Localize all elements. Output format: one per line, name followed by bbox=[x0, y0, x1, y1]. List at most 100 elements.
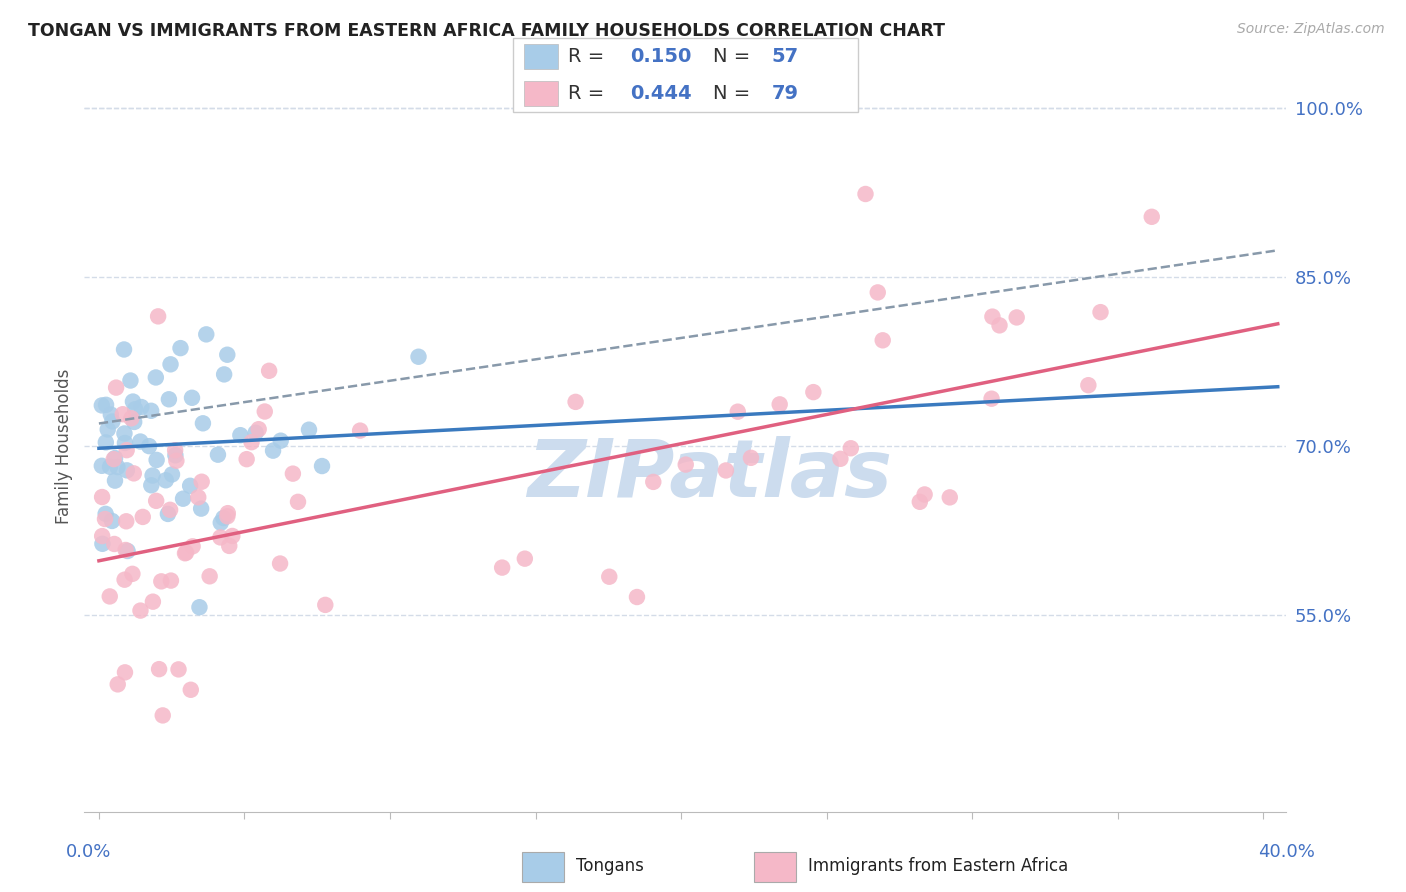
Point bbox=[1140, 210, 1163, 224]
Point bbox=[155, 473, 177, 487]
Point bbox=[980, 392, 1002, 406]
Point bbox=[145, 370, 167, 384]
Point bbox=[830, 451, 852, 466]
Point bbox=[107, 460, 129, 475]
Point bbox=[146, 310, 169, 324]
Text: R =: R = bbox=[568, 84, 610, 103]
Point bbox=[727, 405, 749, 419]
Point bbox=[105, 381, 128, 395]
Point bbox=[218, 539, 240, 553]
Point bbox=[872, 334, 894, 348]
Point bbox=[209, 516, 232, 530]
Point bbox=[98, 590, 121, 604]
Point bbox=[129, 604, 152, 618]
Point bbox=[866, 285, 889, 300]
Point bbox=[165, 443, 187, 458]
Point bbox=[91, 529, 114, 543]
Point bbox=[114, 573, 136, 587]
Point bbox=[209, 530, 232, 544]
FancyBboxPatch shape bbox=[523, 45, 558, 69]
Point bbox=[939, 491, 962, 505]
Point bbox=[349, 424, 371, 438]
Point bbox=[122, 467, 145, 481]
Text: 79: 79 bbox=[772, 84, 799, 103]
Point bbox=[181, 539, 204, 553]
Point bbox=[129, 434, 152, 449]
Point bbox=[142, 595, 165, 609]
Point bbox=[217, 506, 239, 520]
Point bbox=[217, 509, 239, 524]
Point bbox=[801, 385, 824, 400]
Point bbox=[270, 434, 292, 448]
FancyBboxPatch shape bbox=[754, 852, 796, 882]
Point bbox=[152, 708, 174, 723]
Point bbox=[165, 454, 187, 468]
Point bbox=[148, 662, 170, 676]
Point bbox=[112, 343, 135, 357]
Point bbox=[198, 569, 221, 583]
Point bbox=[101, 415, 124, 429]
Point bbox=[675, 458, 697, 472]
Point bbox=[221, 529, 243, 543]
Point bbox=[141, 404, 163, 418]
Point bbox=[314, 598, 336, 612]
Text: 0.0%: 0.0% bbox=[66, 843, 111, 861]
Point bbox=[281, 467, 304, 481]
Text: ZIPatlas: ZIPatlas bbox=[527, 436, 891, 515]
Point bbox=[114, 436, 136, 450]
Point bbox=[180, 682, 202, 697]
Point bbox=[212, 511, 235, 525]
Text: Tongans: Tongans bbox=[576, 857, 644, 875]
Text: N =: N = bbox=[713, 47, 756, 66]
Point bbox=[188, 600, 211, 615]
Text: Source: ZipAtlas.com: Source: ZipAtlas.com bbox=[1237, 22, 1385, 37]
Point bbox=[101, 514, 124, 528]
Point bbox=[141, 478, 163, 492]
Point bbox=[769, 397, 792, 411]
Point bbox=[98, 459, 121, 474]
Point bbox=[311, 458, 333, 473]
Point bbox=[150, 574, 173, 589]
Point bbox=[156, 507, 179, 521]
Point bbox=[91, 490, 114, 504]
Point bbox=[115, 463, 138, 477]
Text: TONGAN VS IMMIGRANTS FROM EASTERN AFRICA FAMILY HOUSEHOLDS CORRELATION CHART: TONGAN VS IMMIGRANTS FROM EASTERN AFRICA… bbox=[28, 22, 945, 40]
Point bbox=[94, 507, 117, 521]
Point bbox=[491, 560, 513, 574]
Point bbox=[191, 417, 214, 431]
Point bbox=[111, 407, 134, 421]
Point bbox=[207, 448, 229, 462]
Point bbox=[120, 411, 142, 425]
Point bbox=[408, 350, 430, 364]
Point bbox=[104, 474, 127, 488]
Point bbox=[914, 487, 936, 501]
Point bbox=[114, 665, 136, 680]
Point bbox=[145, 453, 167, 467]
Y-axis label: Family Households: Family Households bbox=[55, 368, 73, 524]
Point bbox=[988, 318, 1011, 333]
Point bbox=[131, 400, 153, 414]
Point bbox=[257, 364, 280, 378]
Point bbox=[94, 435, 117, 450]
Point bbox=[714, 463, 737, 477]
Point bbox=[195, 327, 218, 342]
Point bbox=[187, 491, 209, 505]
Point bbox=[174, 546, 197, 560]
Point bbox=[160, 467, 183, 482]
Point bbox=[120, 374, 142, 388]
Point bbox=[174, 546, 197, 560]
FancyBboxPatch shape bbox=[523, 81, 558, 105]
Point bbox=[626, 590, 648, 604]
FancyBboxPatch shape bbox=[522, 852, 564, 882]
Text: 57: 57 bbox=[772, 47, 799, 66]
Point bbox=[229, 428, 252, 442]
Point bbox=[117, 544, 139, 558]
Point bbox=[94, 512, 117, 526]
Point bbox=[160, 574, 183, 588]
Point bbox=[90, 398, 112, 412]
Point bbox=[269, 557, 291, 571]
Point bbox=[564, 395, 586, 409]
Point bbox=[169, 341, 191, 355]
Point bbox=[1077, 378, 1099, 392]
Point bbox=[513, 551, 536, 566]
